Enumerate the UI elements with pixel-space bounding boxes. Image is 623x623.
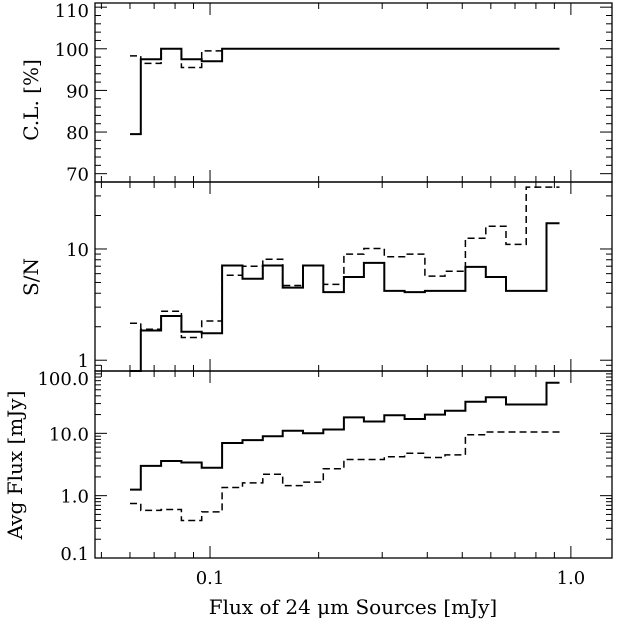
y-tick-label: 90 xyxy=(66,81,89,102)
y-tick-label: 100.0 xyxy=(37,369,89,390)
y-tick-label: 70 xyxy=(66,165,89,186)
y-tick-label: 100 xyxy=(55,40,89,61)
series-dashed-line xyxy=(130,48,560,69)
y-axis-label-signal-to-noise: S/N xyxy=(19,258,43,296)
y-tick-label: 110 xyxy=(55,1,89,22)
y-axis-label-confidence-level: C.L. [%] xyxy=(19,59,43,141)
y-tick-label: 1 xyxy=(78,351,89,372)
panel-average-flux: 0.1 1.0 10.0 100.0 0.1 1.0 xyxy=(37,369,613,589)
y-axis-label-average-flux: Avg Flux [mJy] xyxy=(3,391,27,541)
y-tick-label: 10.0 xyxy=(49,424,89,445)
y-tick-label: 10 xyxy=(66,240,89,261)
series-solid-line xyxy=(130,222,560,372)
panel-confidence-level: 70 80 90 100 110 xyxy=(55,1,613,186)
y-tick-label: 1.0 xyxy=(60,487,89,508)
x-axis-label: Flux of 24 μm Sources [mJy] xyxy=(209,595,497,619)
x-tick-label: 1.0 xyxy=(557,568,586,589)
series-dashed-line xyxy=(130,431,560,522)
panel-signal-to-noise: 1 10 xyxy=(66,181,613,372)
y-tick-label: 0.1 xyxy=(60,544,89,565)
series-solid-line xyxy=(130,381,560,491)
x-tick-label: 0.1 xyxy=(196,568,225,589)
series-solid-line xyxy=(130,47,560,136)
y-tick-label: 80 xyxy=(66,123,89,144)
plot-frame xyxy=(94,2,613,183)
series-dashed-line xyxy=(130,186,560,339)
plot-frame xyxy=(94,370,613,559)
